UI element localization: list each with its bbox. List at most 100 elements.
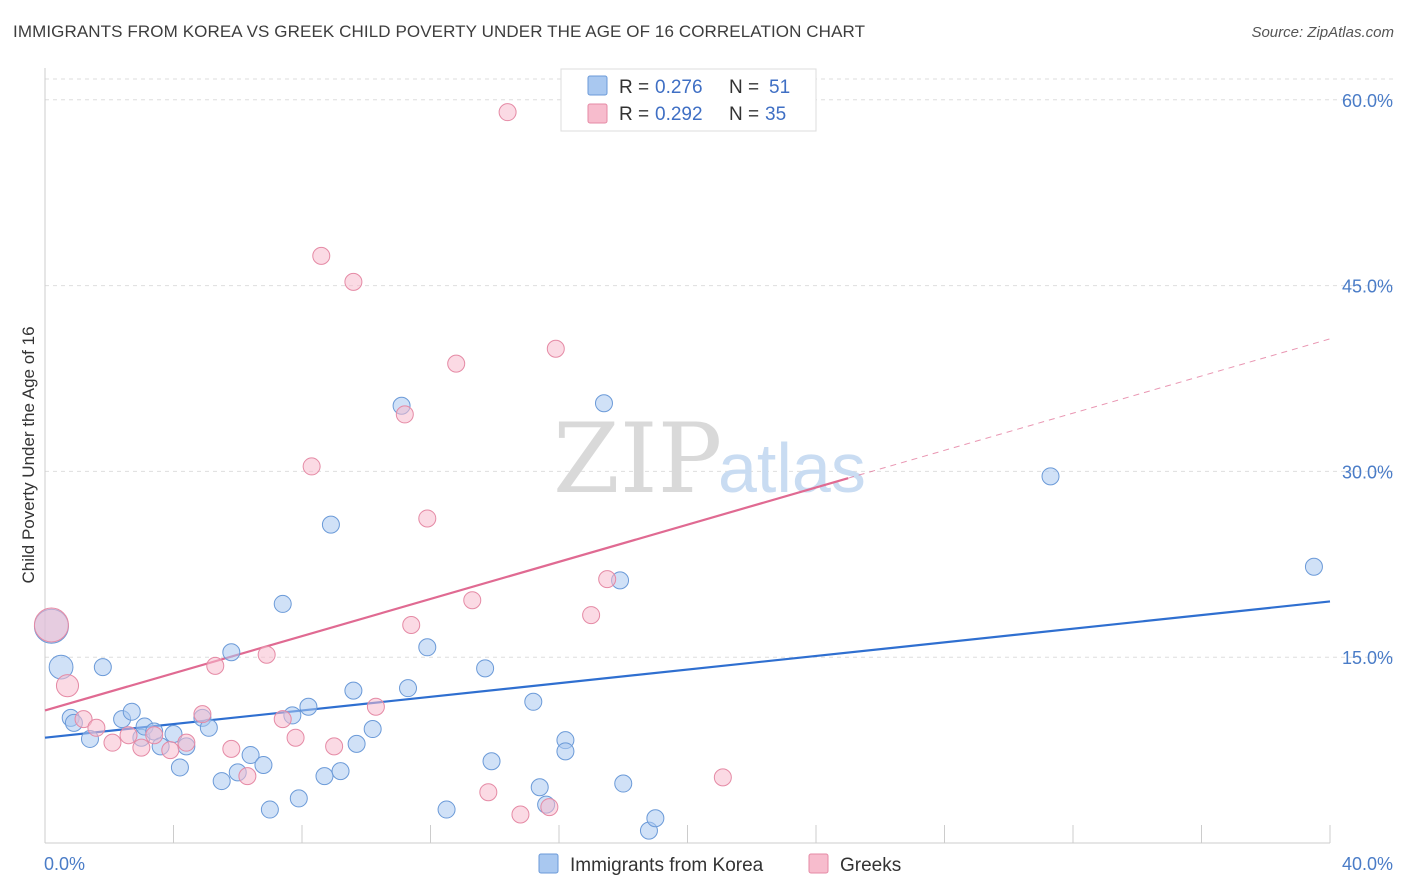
point-korea (524, 692, 543, 711)
point-greeks (402, 615, 421, 634)
point-greeks (479, 783, 498, 802)
point-greeks (74, 710, 93, 729)
point-korea (530, 778, 549, 797)
point-greeks (312, 246, 331, 265)
x-tick-label: 0.0% (44, 854, 85, 874)
series-legend-swatch-greeks (808, 853, 829, 874)
point-greeks (582, 606, 601, 625)
point-greeks (238, 767, 257, 786)
legend-n-value-1: 51 (769, 77, 790, 98)
point-greeks (257, 645, 276, 664)
point-korea (399, 679, 418, 698)
point-korea (344, 681, 363, 700)
point-greeks (145, 726, 164, 745)
point-greeks (713, 768, 732, 787)
point-korea (476, 659, 495, 678)
point-greeks (344, 272, 363, 291)
point-greeks (33, 607, 69, 643)
point-greeks (193, 705, 212, 724)
source-credit: Source: ZipAtlas.com (1251, 24, 1394, 41)
point-greeks (395, 405, 414, 424)
point-korea (289, 789, 308, 808)
legend-swatch-greeks (587, 103, 608, 124)
point-greeks (418, 509, 437, 528)
series-legend-label-greeks: Greeks (840, 855, 901, 876)
point-greeks (325, 737, 344, 756)
y-tick-label: 45.0% (1342, 277, 1393, 297)
point-greeks (132, 738, 151, 757)
point-korea (482, 752, 501, 771)
point-greeks (177, 733, 196, 752)
legend-r-value-2: 0.292 (655, 104, 703, 125)
legend-n-label-1: N = (729, 77, 759, 98)
point-greeks (206, 656, 225, 675)
point-korea (222, 643, 241, 662)
point-korea (122, 702, 141, 721)
point-greeks (273, 710, 292, 729)
point-greeks (498, 103, 517, 122)
y-tick-label: 30.0% (1342, 462, 1393, 482)
point-korea (212, 772, 231, 791)
watermark-zip: ZIP (553, 403, 722, 515)
series-legend: Immigrants from Korea Greeks (538, 853, 901, 876)
point-korea (437, 800, 456, 819)
point-greeks (222, 739, 241, 758)
point-greeks (546, 339, 565, 358)
point-greeks (463, 591, 482, 610)
point-korea (315, 767, 334, 786)
point-korea (93, 658, 112, 677)
point-greeks (119, 726, 138, 745)
point-korea (418, 638, 437, 657)
point-korea (347, 734, 366, 753)
trend-lines (44, 338, 1331, 739)
point-greeks (161, 741, 180, 760)
series-legend-label-korea: Immigrants from Korea (570, 855, 764, 876)
point-korea (646, 809, 665, 828)
legend-r-label-2: R = (619, 104, 649, 125)
point-korea (1041, 467, 1060, 486)
data-points (33, 103, 1323, 840)
point-korea (331, 762, 350, 781)
point-greeks (598, 570, 617, 589)
point-korea (254, 755, 273, 774)
series-legend-swatch-korea (538, 853, 559, 874)
point-greeks (103, 733, 122, 752)
point-greeks (447, 354, 466, 373)
y-tick-label: 60.0% (1342, 91, 1393, 111)
tick-labels: 15.0% 30.0% 45.0% 60.0% 0.0% 40.0% (44, 91, 1393, 874)
point-greeks (540, 798, 559, 817)
point-korea (363, 720, 382, 739)
legend-r-value-1: 0.276 (655, 77, 703, 98)
stats-legend: R = 0.276 N = 51 R = 0.292 N = 35 (560, 68, 817, 132)
point-korea (273, 594, 292, 613)
y-tick-label: 15.0% (1342, 648, 1393, 668)
legend-n-label-2: N = (729, 104, 759, 125)
point-greeks (286, 728, 305, 747)
point-korea (1304, 557, 1323, 576)
point-korea (614, 774, 633, 793)
legend-r-label-1: R = (619, 77, 649, 98)
watermark: ZIP atlas (553, 403, 866, 515)
trend-line-1 (44, 477, 849, 712)
point-korea (556, 742, 575, 761)
chart-title: IMMIGRANTS FROM KOREA VS GREEK CHILD POV… (13, 22, 866, 41)
point-greeks (55, 674, 80, 698)
trend-line-0 (44, 600, 1331, 739)
grid-lines (45, 78, 1395, 658)
point-korea (321, 515, 340, 534)
legend-swatch-korea (587, 75, 608, 96)
point-korea (260, 800, 279, 819)
x-tick-label: 40.0% (1342, 854, 1393, 874)
axes (44, 68, 1331, 844)
point-greeks (511, 805, 530, 824)
point-korea (594, 394, 613, 413)
legend-n-value-2: 35 (765, 104, 786, 125)
trend-line-extension-1 (847, 338, 1331, 479)
point-korea (299, 697, 318, 716)
point-korea (241, 746, 260, 765)
point-greeks (366, 697, 385, 716)
point-korea (170, 758, 189, 777)
point-greeks (87, 718, 106, 737)
point-greeks (302, 457, 321, 476)
